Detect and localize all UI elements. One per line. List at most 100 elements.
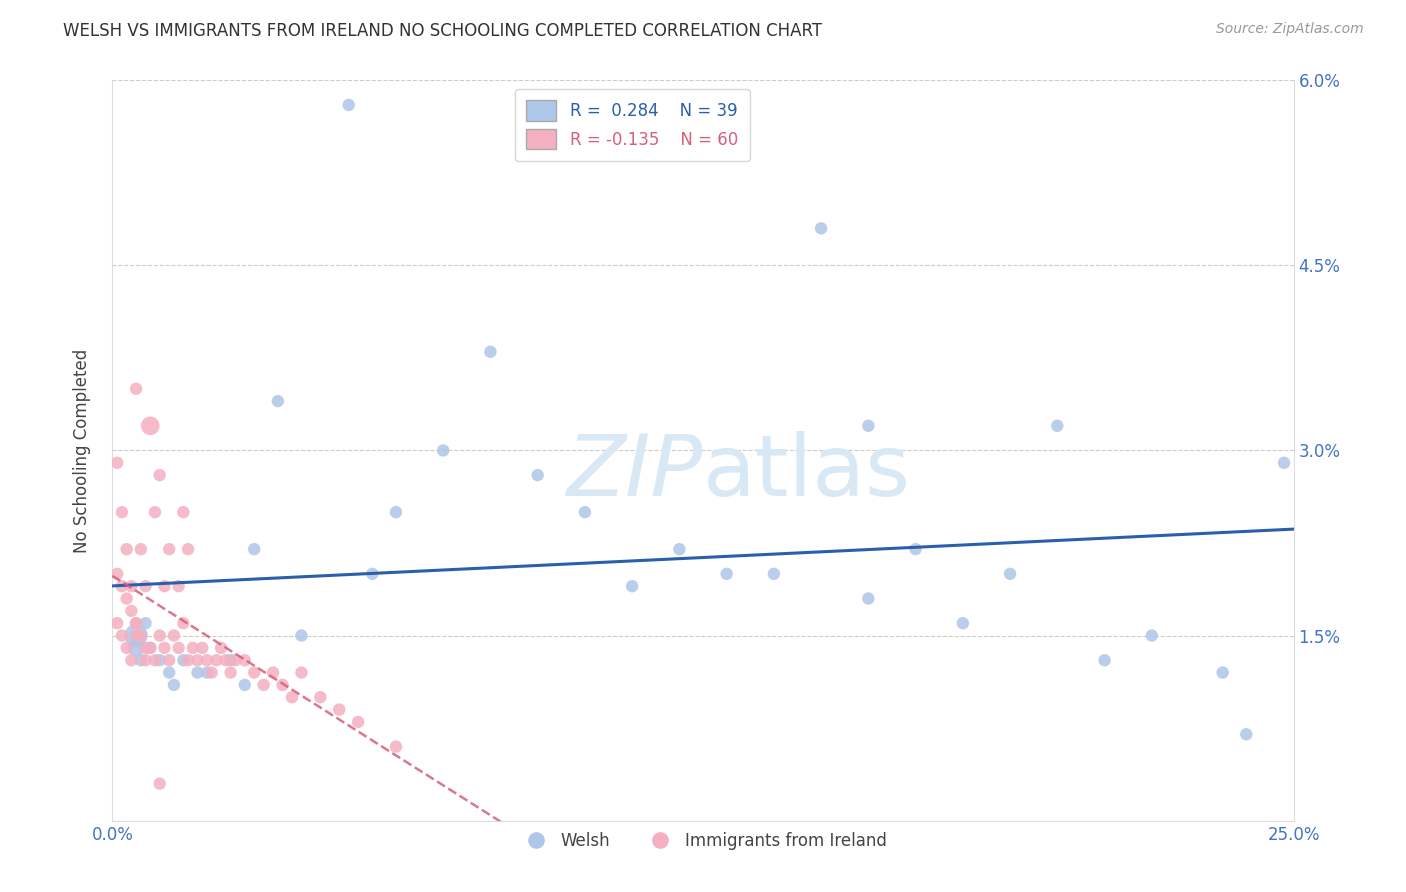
Point	[172, 653, 194, 667]
Point	[135, 579, 157, 593]
Point	[998, 566, 1021, 581]
Point	[149, 628, 172, 642]
Point	[105, 566, 128, 581]
Point	[157, 542, 180, 557]
Point	[105, 456, 128, 470]
Point	[125, 640, 148, 655]
Point	[129, 653, 152, 667]
Point	[125, 382, 148, 396]
Text: Source: ZipAtlas.com: Source: ZipAtlas.com	[1216, 22, 1364, 37]
Point	[858, 418, 880, 433]
Point	[209, 640, 232, 655]
Point	[219, 653, 242, 667]
Point	[105, 616, 128, 631]
Point	[952, 616, 974, 631]
Point	[243, 665, 266, 680]
Point	[115, 542, 138, 557]
Point	[281, 690, 304, 705]
Point	[290, 628, 312, 642]
Point	[267, 394, 290, 409]
Point	[129, 628, 152, 642]
Point	[115, 591, 138, 606]
Point	[111, 505, 134, 519]
Point	[858, 591, 880, 606]
Point	[309, 690, 332, 705]
Point	[243, 542, 266, 557]
Point	[574, 505, 596, 519]
Point	[111, 579, 134, 593]
Point	[290, 665, 312, 680]
Point	[328, 703, 350, 717]
Point	[163, 628, 186, 642]
Point	[125, 628, 148, 642]
Point	[1094, 653, 1116, 667]
Point	[219, 665, 242, 680]
Text: atlas: atlas	[703, 431, 911, 514]
Point	[157, 653, 180, 667]
Point	[149, 468, 172, 483]
Point	[181, 640, 204, 655]
Point	[1140, 628, 1163, 642]
Point	[201, 665, 224, 680]
Point	[172, 616, 194, 631]
Point	[125, 616, 148, 631]
Point	[120, 604, 142, 618]
Point	[224, 653, 246, 667]
Point	[186, 653, 208, 667]
Point	[120, 653, 142, 667]
Point	[135, 616, 157, 631]
Point	[129, 542, 152, 557]
Point	[1234, 727, 1257, 741]
Point	[139, 640, 162, 655]
Point	[115, 640, 138, 655]
Point	[904, 542, 927, 557]
Point	[177, 653, 200, 667]
Point	[149, 776, 172, 791]
Point	[195, 653, 218, 667]
Point	[432, 443, 454, 458]
Point	[111, 628, 134, 642]
Point	[1272, 456, 1295, 470]
Point	[233, 678, 256, 692]
Point	[205, 653, 228, 667]
Point	[1212, 665, 1234, 680]
Point	[167, 640, 190, 655]
Point	[347, 714, 370, 729]
Point	[143, 653, 166, 667]
Point	[262, 665, 284, 680]
Point	[139, 418, 162, 433]
Point	[172, 505, 194, 519]
Point	[125, 628, 148, 642]
Point	[215, 653, 238, 667]
Point	[157, 665, 180, 680]
Point	[479, 344, 502, 359]
Point	[195, 665, 218, 680]
Point	[233, 653, 256, 667]
Point	[149, 653, 172, 667]
Point	[135, 640, 157, 655]
Point	[135, 653, 157, 667]
Legend: Welsh, Immigrants from Ireland: Welsh, Immigrants from Ireland	[512, 825, 894, 856]
Point	[253, 678, 276, 692]
Point	[191, 640, 214, 655]
Y-axis label: No Schooling Completed: No Schooling Completed	[73, 349, 91, 552]
Point	[186, 665, 208, 680]
Text: ZIP: ZIP	[567, 431, 703, 514]
Point	[139, 640, 162, 655]
Point	[1046, 418, 1069, 433]
Point	[361, 566, 384, 581]
Point	[167, 579, 190, 593]
Point	[177, 542, 200, 557]
Point	[125, 616, 148, 631]
Point	[143, 505, 166, 519]
Text: WELSH VS IMMIGRANTS FROM IRELAND NO SCHOOLING COMPLETED CORRELATION CHART: WELSH VS IMMIGRANTS FROM IRELAND NO SCHO…	[63, 22, 823, 40]
Point	[337, 98, 360, 112]
Point	[271, 678, 294, 692]
Point	[153, 640, 176, 655]
Point	[153, 579, 176, 593]
Point	[621, 579, 644, 593]
Point	[163, 678, 186, 692]
Point	[716, 566, 738, 581]
Point	[385, 505, 408, 519]
Point	[810, 221, 832, 235]
